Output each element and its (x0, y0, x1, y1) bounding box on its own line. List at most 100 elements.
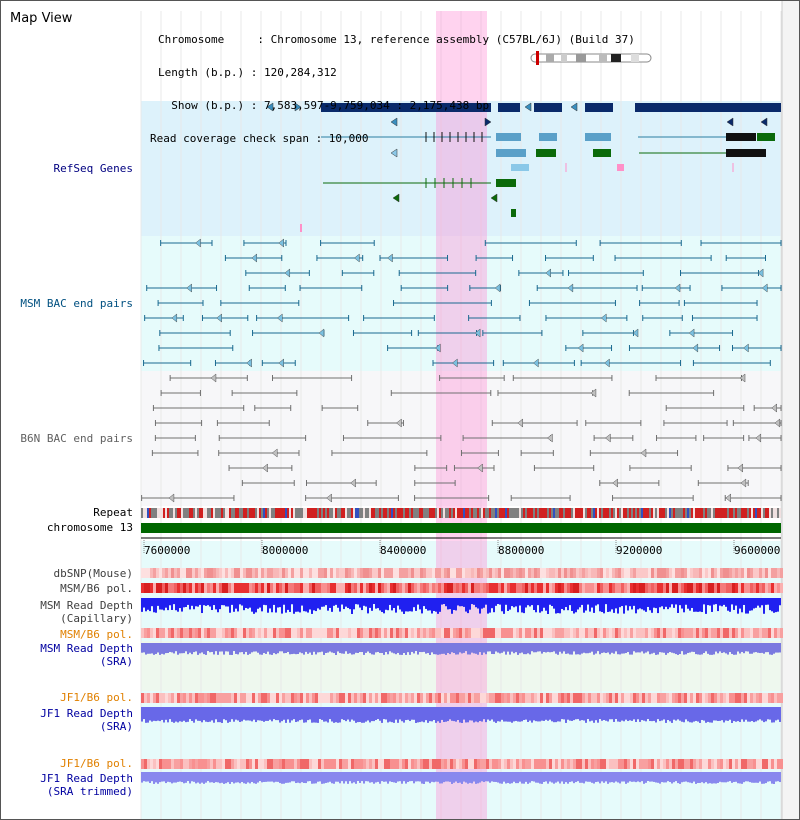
read-depth-bar (331, 643, 333, 653)
repeat-mark (201, 508, 203, 518)
heat-mark (531, 568, 534, 578)
read-depth-bar (219, 707, 221, 723)
read-depth-bar (553, 598, 555, 609)
read-depth-bar (209, 772, 211, 783)
repeat-mark (731, 508, 733, 518)
repeat-mark (385, 508, 387, 518)
read-depth-bar (697, 772, 699, 783)
heat-mark (534, 759, 537, 769)
track-label-jf1-b6-pol[interactable]: JF1/B6 pol. (60, 691, 133, 704)
repeat-mark (745, 508, 747, 518)
heat-mark (561, 759, 564, 769)
heat-mark (429, 583, 432, 593)
track-label-msm-b6-pol-2[interactable]: MSM/B6 pol. (60, 628, 133, 641)
read-depth-bar (661, 772, 663, 783)
info-chromosome: Chromosome : Chromosome 13, reference as… (158, 33, 635, 46)
heat-mark (690, 583, 693, 593)
heat-mark (183, 628, 186, 638)
read-depth-bar (339, 598, 341, 612)
read-depth-bar (441, 598, 443, 605)
track-label-jf1-read-depth-sra[interactable]: JF1 Read Depth (40, 707, 133, 720)
read-depth-bar (319, 772, 321, 782)
heat-mark (648, 759, 651, 769)
read-depth-bar (551, 772, 553, 783)
heat-mark (405, 568, 408, 578)
repeat-mark (175, 508, 177, 518)
read-depth-bar (417, 643, 419, 655)
heat-mark (198, 693, 201, 703)
heat-mark (570, 568, 573, 578)
read-depth-bar (289, 598, 291, 612)
heat-mark (285, 583, 288, 593)
heat-mark (609, 693, 612, 703)
track-label-jf1-read-depth-trimmed[interactable]: JF1 Read Depth (40, 772, 133, 785)
track-label-msm-read-depth-capillary[interactable]: MSM Read Depth (40, 599, 133, 612)
track-label-msm-bac[interactable]: MSM BAC end pairs (20, 297, 133, 310)
heat-mark (387, 693, 390, 703)
track-label-repeat[interactable]: Repeat (93, 506, 133, 519)
heat-mark (636, 628, 639, 638)
read-depth-bar (225, 772, 227, 784)
read-depth-bar (667, 598, 669, 610)
heat-mark (282, 628, 285, 638)
track-label-msm-read-depth-sra[interactable]: MSM Read Depth (40, 642, 133, 655)
read-depth-bar (173, 707, 175, 723)
heat-mark (249, 759, 252, 769)
heat-mark (144, 583, 147, 593)
read-depth-bar (673, 598, 675, 608)
heat-mark (759, 759, 762, 769)
read-depth-bar (587, 772, 589, 782)
repeat-mark (641, 508, 643, 518)
track-label-dbsnp[interactable]: dbSNP(Mouse) (53, 567, 133, 580)
track-label-msm-b6-pol[interactable]: MSM/B6 pol. (60, 582, 133, 595)
track-label-jf1-b6-pol-2[interactable]: JF1/B6 pol. (60, 757, 133, 770)
repeat-mark (651, 508, 653, 518)
heat-mark (447, 568, 450, 578)
repeat-mark (717, 508, 719, 518)
read-depth-bar (579, 598, 581, 608)
bac-end-arrow (246, 358, 252, 368)
heat-mark (435, 583, 438, 593)
read-depth-bar (501, 707, 503, 720)
heat-mark (633, 628, 636, 638)
read-depth-bar (195, 643, 197, 652)
heat-mark (477, 583, 480, 593)
read-depth-bar (519, 772, 521, 782)
heat-mark (648, 568, 651, 578)
heat-mark (432, 759, 435, 769)
read-depth-bar (375, 643, 377, 653)
repeat-mark (615, 508, 617, 518)
read-depth-bar (489, 707, 491, 721)
heat-mark (525, 693, 528, 703)
read-depth-bar (573, 598, 575, 614)
heat-mark (174, 583, 177, 593)
track-label-b6n-bac[interactable]: B6N BAC end pairs (20, 432, 133, 445)
heat-mark (510, 583, 513, 593)
heat-mark (678, 583, 681, 593)
read-depth-bar (557, 772, 559, 782)
heat-mark (321, 568, 324, 578)
read-depth-bar (711, 598, 713, 612)
read-depth-bar (313, 707, 315, 723)
heat-mark (660, 628, 663, 638)
heat-mark (759, 693, 762, 703)
read-depth-bar (219, 598, 221, 610)
read-depth-bar (387, 772, 389, 784)
heat-mark (354, 628, 357, 638)
repeat-mark (571, 508, 573, 518)
repeat-mark (701, 508, 703, 518)
read-depth-bar (403, 772, 405, 782)
track-label-refseq-genes[interactable]: RefSeq Genes (53, 162, 133, 175)
read-depth-bar (459, 707, 461, 723)
heat-mark (426, 759, 429, 769)
track-label-chromosome[interactable]: chromosome 13 (46, 521, 133, 534)
read-depth-bar (689, 643, 691, 653)
read-depth-bar (755, 598, 757, 608)
read-depth-bar (743, 598, 745, 605)
heat-mark (747, 759, 750, 769)
heat-mark (522, 628, 525, 638)
read-depth-bar (213, 772, 215, 783)
repeat-mark (483, 508, 485, 518)
heat-mark (621, 628, 624, 638)
